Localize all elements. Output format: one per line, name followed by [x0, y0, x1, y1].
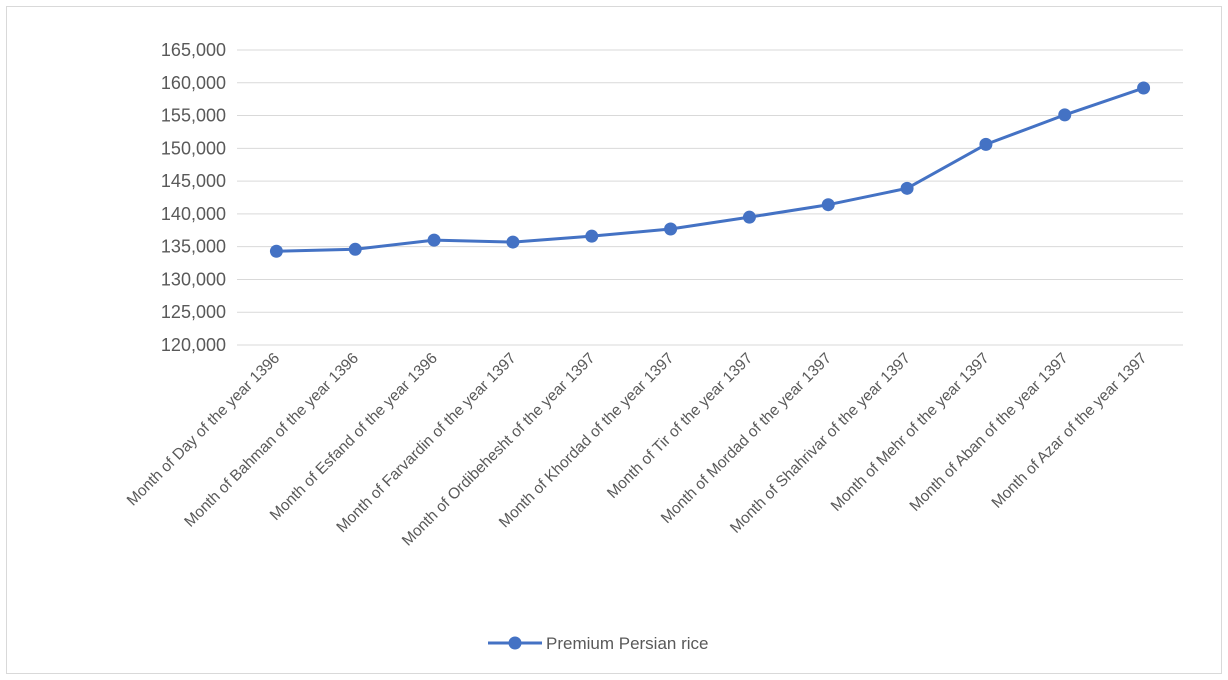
x-category-label: Month of Mordad of the year 1397 [658, 350, 835, 527]
y-tick-label: 150,000 [161, 138, 226, 158]
chart-frame [6, 6, 1222, 674]
x-category-label: Month of Khordad of the year 1397 [496, 350, 677, 531]
data-point [979, 137, 993, 151]
data-point [585, 229, 599, 243]
x-category-label: Month of Tir of the year 1397 [604, 350, 756, 502]
y-tick-label: 160,000 [161, 73, 226, 93]
y-tick-label: 155,000 [161, 106, 226, 126]
data-point [427, 233, 441, 247]
x-category-label: Month of Esfand of the year 1396 [267, 350, 441, 524]
gridlines [237, 49, 1183, 346]
x-category-label: Month of Aban of the year 1397 [907, 350, 1072, 515]
x-category-label: Month of Azar of the year 1397 [989, 350, 1151, 512]
series-line [276, 86, 1145, 253]
x-category-label: Month of Day of the year 1396 [124, 350, 283, 509]
data-point [664, 222, 678, 236]
data-point [269, 244, 283, 258]
x-category-label: Month of Shahrivar of the year 1397 [727, 350, 914, 537]
legend: Premium Persian rice [488, 634, 709, 653]
y-tick-label: 130,000 [161, 269, 226, 289]
y-axis-tick-labels: 120,000 125,000 130,000 135,000 140,000 145,0… [161, 40, 226, 355]
y-tick-label: 140,000 [161, 204, 226, 224]
legend-marker-swatch [508, 636, 522, 650]
x-category-label: Month of Mehr of the year 1397 [828, 350, 993, 515]
series-premium-persian-rice [269, 81, 1151, 258]
data-point [900, 181, 914, 195]
x-category-label: Month of Bahman of the year 1396 [181, 350, 362, 531]
y-tick-label: 145,000 [161, 171, 226, 191]
data-point [1058, 108, 1072, 122]
data-point [506, 235, 520, 249]
x-category-label: Month of Farvardin of the year 1397 [333, 350, 519, 536]
data-point [1137, 81, 1151, 95]
y-tick-label: 125,000 [161, 302, 226, 322]
legend-label: Premium Persian rice [546, 634, 709, 653]
y-tick-label: 135,000 [161, 237, 226, 257]
y-tick-label: 120,000 [161, 335, 226, 355]
data-point [821, 198, 835, 212]
data-point [348, 242, 362, 256]
y-tick-label: 165,000 [161, 40, 226, 60]
data-point [742, 210, 756, 224]
